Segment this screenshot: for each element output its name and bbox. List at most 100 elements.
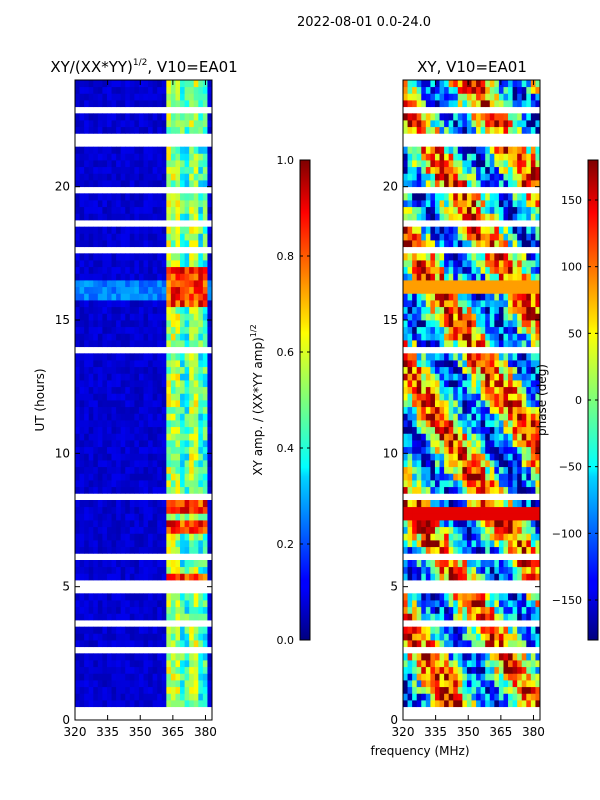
- phase-heatmap-cell: [425, 333, 431, 341]
- amplitude-heatmap-cell: [157, 166, 163, 174]
- phase-heatmap-cell: [503, 200, 509, 208]
- amplitude-heatmap-cell: [202, 213, 208, 221]
- phase-heatmap-cell: [508, 440, 513, 448]
- phase-heatmap-cell: [530, 306, 536, 314]
- amplitude-heatmap-cell: [102, 693, 108, 701]
- phase-heatmap-cell: [535, 200, 541, 208]
- phase-colorbar-label: phase (deg): [535, 364, 549, 436]
- amplitude-heatmap-cell: [88, 660, 94, 668]
- amplitude-heatmap-cell: [111, 560, 117, 568]
- amplitude-heatmap-cell: [125, 353, 131, 361]
- amplitude-panel: XY/(XX*YY)1/2, V10=EA01 320 335 350 365 3800…: [33, 58, 238, 739]
- amplitude-heatmap-cell: [175, 653, 181, 661]
- phase-heatmap-cell: [530, 406, 536, 414]
- amplitude-heatmap-cell: [161, 466, 167, 474]
- phase-heatmap-cell: [421, 286, 427, 294]
- amplitude-heatmap-cell: [202, 173, 208, 181]
- phase-heatmap-cell: [503, 426, 509, 434]
- amplitude-heatmap-cell: [175, 473, 181, 481]
- phase-heatmap-cell: [457, 566, 463, 574]
- amplitude-heatmap-cell: [170, 280, 176, 288]
- amplitude-heatmap-cell: [184, 320, 190, 328]
- phase-heatmap-cell: [476, 393, 482, 401]
- amplitude-heatmap-cell: [198, 653, 204, 661]
- amplitude-heatmap-cell: [157, 653, 163, 661]
- phase-heatmap-cell: [471, 426, 477, 434]
- phase-heatmap-cell: [535, 613, 541, 621]
- amplitude-heatmap-cell: [138, 380, 144, 388]
- amplitude-heatmap-cell: [93, 560, 99, 568]
- amplitude-heatmap-cell: [88, 200, 94, 208]
- phase-heatmap-cell: [476, 373, 482, 381]
- phase-heatmap-cell: [448, 600, 454, 608]
- amplitude-heatmap-cell: [170, 460, 176, 468]
- phase-heatmap-cell: [416, 560, 422, 568]
- amplitude-heatmap-cell: [193, 166, 199, 174]
- phase-heatmap-cell: [521, 120, 527, 128]
- amplitude-heatmap-cell: [198, 80, 204, 88]
- amplitude-heatmap-cell: [184, 126, 190, 134]
- phase-heatmap-cell: [466, 440, 472, 448]
- amplitude-heatmap-cell: [116, 380, 122, 388]
- phase-heatmap-cell: [494, 100, 500, 108]
- phase-heatmap-cell: [444, 413, 450, 421]
- phase-heatmap-cell: [466, 686, 472, 694]
- amplitude-heatmap-cell: [129, 420, 135, 428]
- amplitude-heatmap-cell: [93, 253, 99, 261]
- phase-heatmap-cell: [480, 546, 486, 554]
- phase-heatmap-cell: [434, 280, 440, 288]
- amplitude-heatmap-cell: [106, 500, 112, 508]
- amplitude-heatmap-cell: [106, 613, 112, 621]
- amplitude-y-tick-label: 10: [55, 446, 70, 460]
- amplitude-heatmap-cell: [134, 386, 140, 394]
- amplitude-heatmap-cell: [180, 420, 185, 428]
- amplitude-heatmap-cell: [134, 453, 140, 461]
- phase-heatmap-cell: [530, 86, 536, 94]
- amplitude-heatmap-cell: [138, 86, 144, 94]
- phase-heatmap-cell: [453, 540, 459, 548]
- amplitude-heatmap-cell: [125, 573, 131, 581]
- amplitude-heatmap-cell: [207, 326, 213, 334]
- phase-heatmap-cell: [416, 226, 422, 234]
- phase-heatmap-cell: [521, 513, 527, 521]
- phase-heatmap-cell: [416, 313, 422, 321]
- amplitude-heatmap-cell: [152, 340, 158, 348]
- amplitude-heatmap-cell: [157, 446, 163, 454]
- phase-heatmap-cell: [462, 626, 468, 634]
- phase-heatmap-cell: [489, 473, 495, 481]
- phase-heatmap-cell: [430, 260, 436, 268]
- amplitude-heatmap-cell: [102, 326, 108, 334]
- phase-heatmap-cell: [466, 466, 472, 474]
- amplitude-heatmap-cell: [148, 180, 154, 188]
- phase-heatmap-cell: [512, 653, 518, 661]
- amplitude-heatmap-cell: [180, 326, 185, 334]
- phase-heatmap-cell: [498, 486, 504, 494]
- amplitude-heatmap-cell: [170, 426, 176, 434]
- amplitude-heatmap-cell: [129, 153, 135, 161]
- phase-heatmap-cell: [412, 466, 418, 474]
- phase-heatmap-cell: [407, 600, 413, 608]
- amplitude-heatmap-cell: [161, 306, 167, 314]
- amplitude-heatmap-cell: [75, 93, 80, 101]
- amplitude-heatmap-cell: [157, 466, 163, 474]
- phase-heatmap-cell: [466, 426, 472, 434]
- amplitude-heatmap-cell: [79, 406, 85, 414]
- amplitude-heatmap-cell: [193, 660, 199, 668]
- amplitude-heatmap-cell: [180, 660, 185, 668]
- phase-heatmap-cell: [453, 393, 459, 401]
- phase-heatmap-cell: [521, 440, 527, 448]
- amplitude-heatmap-cell: [161, 693, 167, 701]
- amplitude-heatmap-cell: [93, 526, 99, 534]
- phase-heatmap-cell: [535, 293, 541, 301]
- amplitude-heatmap-cell: [198, 686, 204, 694]
- amplitude-heatmap-cell: [189, 293, 195, 301]
- amplitude-heatmap-cell: [116, 453, 122, 461]
- amplitude-heatmap-cell: [129, 340, 135, 348]
- phase-heatmap-cell: [512, 600, 518, 608]
- phase-heatmap-cell: [421, 240, 427, 248]
- amplitude-heatmap-cell: [184, 313, 190, 321]
- amplitude-heatmap-cell: [116, 253, 122, 261]
- amplitude-heatmap-cell: [111, 333, 117, 341]
- phase-heatmap-cell: [526, 273, 532, 281]
- phase-heatmap-cell: [439, 306, 445, 314]
